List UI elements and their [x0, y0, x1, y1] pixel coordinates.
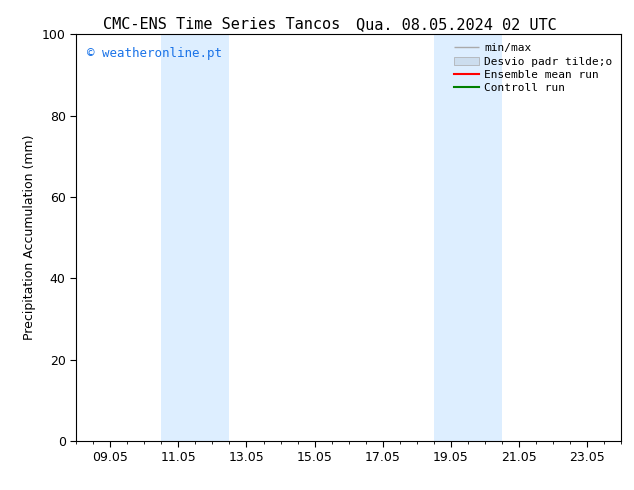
Y-axis label: Precipitation Accumulation (mm): Precipitation Accumulation (mm)	[23, 135, 36, 341]
Text: Qua. 08.05.2024 02 UTC: Qua. 08.05.2024 02 UTC	[356, 17, 557, 32]
Bar	[434, 34, 502, 441]
Bar	[161, 34, 230, 441]
Text: CMC-ENS Time Series Tancos: CMC-ENS Time Series Tancos	[103, 17, 340, 32]
Legend: min/max, Desvio padr tilde;o, Ensemble mean run, Controll run: min/max, Desvio padr tilde;o, Ensemble m…	[451, 40, 616, 97]
Text: © weatheronline.pt: © weatheronline.pt	[87, 47, 222, 59]
